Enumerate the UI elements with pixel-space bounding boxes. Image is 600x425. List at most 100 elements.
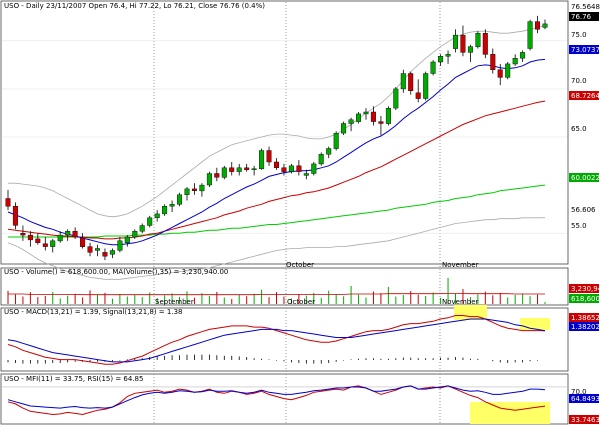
candle-body [102, 252, 108, 257]
rsi-tag-mfi-text: 33.7463 [571, 416, 600, 424]
candle-body [303, 173, 309, 176]
candle-body [80, 237, 86, 247]
month-separators [153, 2, 441, 424]
candle-body [296, 165, 302, 172]
candle-body [229, 167, 235, 172]
candle-body [288, 165, 294, 172]
macd-highlight-peak [454, 305, 487, 320]
price-panel-frame [0, 0, 569, 265]
candle-body [326, 148, 332, 155]
candle-body [430, 61, 436, 74]
candle-body [490, 54, 496, 70]
candle-body [206, 173, 212, 186]
price-panel-title: USO - Daily 23/11/2007 Open 76.4, Hi 77.… [4, 2, 265, 10]
candle-body [370, 111, 376, 122]
candle-body [475, 33, 481, 47]
candle-body [162, 205, 168, 215]
price-tag-band-upper: 76.5648 [569, 2, 600, 11]
candle-body [341, 123, 347, 134]
candle-body [445, 54, 451, 57]
macd-tag-signal: 1.38202 [569, 322, 600, 331]
candle-body [65, 230, 71, 236]
candle-body [527, 21, 533, 49]
rsi-tag-mfi: 33.7463 [569, 415, 600, 424]
candle-body [139, 225, 145, 232]
candle-body [408, 73, 414, 91]
candle-body [27, 234, 33, 241]
y-tick-65: 65.0 [571, 125, 587, 133]
candle-body [244, 167, 250, 170]
candle-body [169, 204, 175, 207]
candle-body [191, 188, 197, 191]
macd-tag-macd-text: 1.38652 [571, 314, 600, 322]
price-tag-band-upper-text: 76.5648 [571, 3, 600, 11]
candle-body [199, 184, 205, 192]
candle-body [520, 52, 526, 59]
candle-body [348, 119, 354, 124]
x-label-october-price: October [286, 261, 314, 269]
volume-panel-title: USO - Volume() = 618,600.00, MA(Volume()… [4, 268, 228, 276]
price-grid [2, 40, 567, 234]
ma-long-line [8, 184, 546, 238]
macd-lines [7, 315, 546, 365]
candle-body [400, 73, 406, 90]
price-tag-close: 76.76 [569, 12, 599, 21]
rsi-highlight [470, 402, 550, 424]
candle-body [363, 111, 369, 115]
candle-body [154, 213, 160, 218]
candle-body [281, 167, 287, 172]
price-tag-close-text: 76.76 [571, 13, 592, 21]
candle-body [221, 167, 227, 178]
rsi-lines [2, 385, 567, 416]
candle-body [497, 69, 503, 78]
candle-body [12, 205, 18, 226]
y-tick-55: 55.0 [571, 222, 587, 230]
volume-ma-line [8, 292, 545, 296]
ma-mid-line [7, 100, 546, 240]
candle-body [20, 232, 26, 236]
macd-highlight-current [520, 318, 550, 330]
y-tick-75: 75.0 [571, 31, 587, 39]
candle-body [423, 73, 429, 99]
candle-body [467, 46, 473, 53]
macd-tag-signal-text: 1.38202 [571, 323, 600, 331]
x-label-october-volume: October [287, 298, 315, 306]
candle-body [274, 161, 280, 169]
candle-body [109, 250, 115, 255]
macd-tag-macd: 1.38652 [569, 313, 600, 322]
candle-body [57, 234, 63, 242]
candle-body [72, 230, 78, 238]
volume-bars [7, 277, 546, 304]
candle-body [42, 243, 48, 247]
volume-tag-value: 618,600 [569, 294, 600, 303]
candle-body [311, 163, 317, 174]
rsi-tag-rsi: 64.8493 [569, 394, 600, 403]
macd-panel-frame [0, 307, 569, 372]
ma-short-line [7, 58, 546, 246]
candle-body [385, 107, 391, 124]
candle-body [117, 240, 123, 251]
candle-body [259, 150, 265, 169]
candle-body [132, 230, 138, 238]
candle-body [333, 132, 339, 149]
y-tick-70: 70.0 [571, 77, 587, 85]
candle-body [214, 173, 220, 178]
candle-body [512, 58, 518, 65]
candle-body [505, 63, 511, 78]
candle-body [318, 154, 324, 165]
volume-tag-ma-text: 3,230,940 [571, 285, 600, 293]
candle-body [542, 23, 548, 28]
price-tag-ma-mid: 68.7264 [569, 91, 600, 100]
rsi-panel-title: USO - MFI(11) = 33.75, RSI(15) = 64.85 [4, 375, 143, 383]
price-tag-ma-long: 60.0022 [569, 173, 600, 182]
mfi-line [7, 385, 546, 416]
candle-body [378, 121, 384, 124]
candle-body [236, 167, 242, 172]
rsi-panel-frame [0, 373, 569, 425]
macd-panel-title: USO - MACD(13,21) = 1.39, Signal(13,21,8… [4, 308, 182, 316]
candle-body [356, 113, 362, 122]
x-label-november-volume: November [442, 298, 479, 306]
candle-body [147, 217, 153, 226]
candle-body [393, 88, 399, 109]
